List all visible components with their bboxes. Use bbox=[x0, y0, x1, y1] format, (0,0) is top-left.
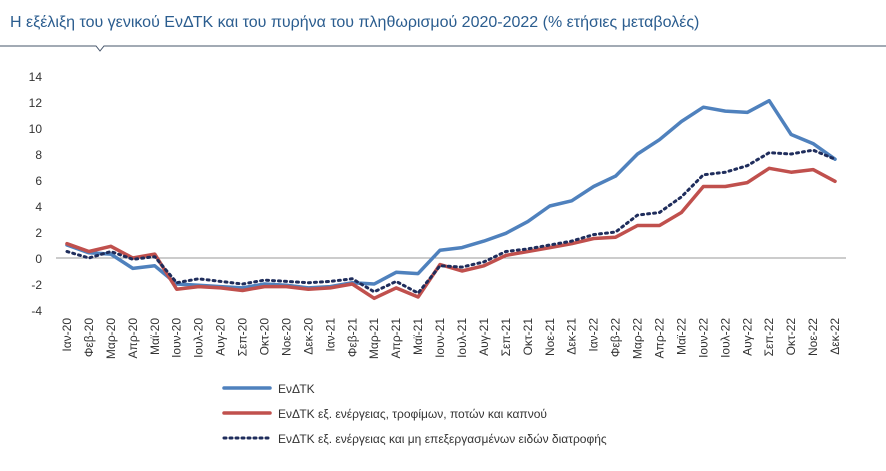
x-tick-label: Απρ-21 bbox=[389, 318, 403, 359]
chart-title: Η εξέλιξη του γενικού ΕνΔΤΚ και του πυρή… bbox=[10, 14, 699, 31]
y-tick-label: 6 bbox=[35, 174, 42, 188]
x-tick-label: Ιουν-20 bbox=[170, 318, 184, 358]
x-tick-label: Ιουν-21 bbox=[433, 318, 447, 358]
x-tick-label: Δεκ-22 bbox=[828, 318, 842, 355]
y-tick-label: -4 bbox=[31, 304, 42, 318]
x-tick-label: Ιουν-22 bbox=[696, 318, 710, 358]
y-tick-label: 8 bbox=[35, 148, 42, 162]
y-tick-label: -2 bbox=[31, 278, 42, 292]
series-line bbox=[65, 166, 837, 301]
x-tick-label: Ιουλ-20 bbox=[192, 318, 206, 358]
series-line bbox=[65, 148, 837, 295]
y-tick-label: 0 bbox=[35, 252, 42, 266]
x-tick-label: Φεβ-22 bbox=[609, 318, 623, 357]
x-tick-label: Αυγ-20 bbox=[214, 318, 228, 356]
x-tick-label: Ιαν-20 bbox=[60, 318, 74, 352]
y-tick-label: 10 bbox=[29, 122, 43, 136]
y-tick-label: 12 bbox=[29, 96, 43, 110]
x-tick-label: Οκτ-20 bbox=[257, 318, 271, 356]
x-tick-label: Νοε-22 bbox=[806, 318, 820, 356]
x-tick-label: Αυγ-21 bbox=[477, 318, 491, 356]
y-tick-label: 4 bbox=[35, 200, 42, 214]
y-tick-label: 14 bbox=[29, 70, 43, 84]
x-tick-label: Μαρ-22 bbox=[631, 318, 645, 359]
x-tick-label: Οκτ-22 bbox=[784, 318, 798, 356]
x-tick-label: Ιαν-21 bbox=[323, 318, 337, 352]
title-rule bbox=[0, 45, 886, 52]
x-tick-label: Νοε-20 bbox=[279, 318, 293, 356]
x-tick-label: Δεκ-20 bbox=[301, 318, 315, 355]
x-tick-label: Ιουλ-22 bbox=[718, 318, 732, 358]
legend-label: ΕνΔΤΚ εξ. ενέργειας, τροφίμων, ποτών και… bbox=[278, 407, 547, 421]
x-tick-label: Σεπ-22 bbox=[762, 318, 776, 357]
x-tick-label: Δεκ-21 bbox=[565, 318, 579, 355]
x-tick-label: Ιαν-22 bbox=[587, 318, 601, 352]
x-tick-label: Απρ-22 bbox=[652, 318, 666, 359]
x-tick-label: Νοε-21 bbox=[543, 318, 557, 356]
x-tick-label: Αυγ-22 bbox=[740, 318, 754, 356]
x-tick-label: Απρ-20 bbox=[126, 318, 140, 359]
x-tick-label: Μαρ-21 bbox=[367, 318, 381, 359]
series-line bbox=[65, 98, 837, 290]
x-tick-label: Μαϊ-22 bbox=[674, 318, 688, 355]
x-tick-label: Μαϊ-20 bbox=[148, 318, 162, 355]
legend-label: ΕνΔΤΚ bbox=[278, 382, 315, 396]
x-tick-label: Φεβ-20 bbox=[82, 318, 96, 357]
legend-label: ΕνΔΤΚ εξ. ενέργειας και μη επεξεργασμένω… bbox=[278, 432, 607, 446]
x-tick-label: Ιουλ-21 bbox=[455, 318, 469, 358]
x-tick-label: Οκτ-21 bbox=[521, 318, 535, 356]
x-tick-label: Μαϊ-21 bbox=[411, 318, 425, 355]
x-tick-label: Σεπ-21 bbox=[499, 318, 513, 357]
x-tick-label: Σεπ-20 bbox=[236, 318, 250, 357]
x-tick-label: Μαρ-20 bbox=[104, 318, 118, 359]
x-tick-label: Φεβ-21 bbox=[345, 318, 359, 357]
y-tick-label: 2 bbox=[35, 226, 42, 240]
